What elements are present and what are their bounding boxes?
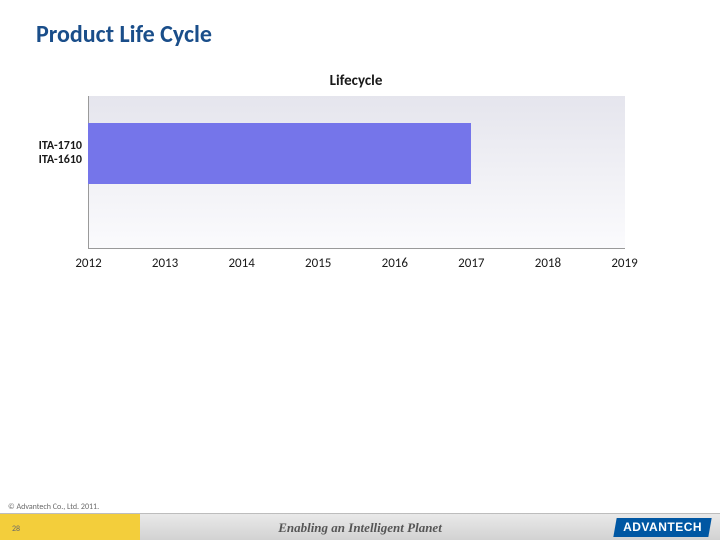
advantech-logo: ADVANTECH [613, 518, 711, 537]
chart-category-label: ITA-1710 [16, 140, 82, 154]
slide: Product Life Cycle Lifecycle ITA-1710ITA… [0, 0, 720, 540]
chart-category-labels: ITA-1710ITA-1610 [16, 140, 82, 168]
slide-footer: © Advantech Co., Ltd. 2011. 28 Enabling … [0, 506, 720, 540]
footer-tagline: Enabling an Intelligent Planet [278, 520, 442, 536]
page-title: Product Life Cycle [36, 20, 212, 49]
page-number: 28 [12, 524, 20, 534]
footer-yellow-accent [0, 514, 140, 540]
copyright-text: © Advantech Co., Ltd. 2011. [8, 502, 99, 512]
chart-category-label: ITA-1610 [16, 154, 82, 168]
chart-x-axis [88, 256, 624, 274]
chart-title: Lifecycle [88, 72, 624, 90]
lifecycle-chart: Lifecycle ITA-1710ITA-1610 [88, 70, 624, 270]
chart-bar-ita [88, 123, 471, 184]
advantech-logo-text: ADVANTECH [623, 520, 702, 534]
